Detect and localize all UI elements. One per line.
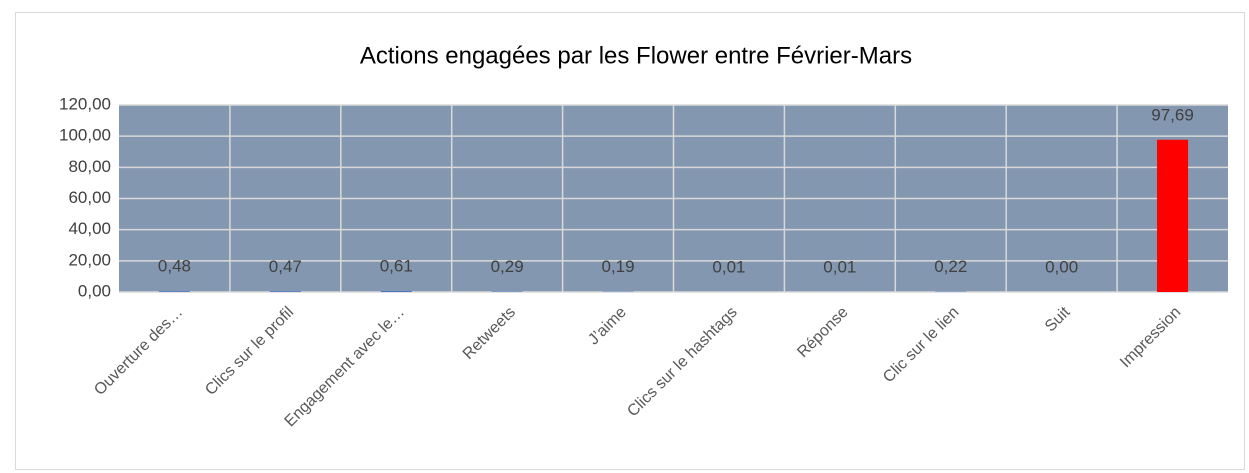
y-tick-label: 0,00 (78, 281, 111, 300)
bar (158, 291, 190, 292)
data-label: 0,22 (934, 257, 967, 276)
data-label: 0,01 (823, 257, 856, 276)
y-tick-label: 60,00 (68, 188, 111, 207)
bar (1157, 139, 1189, 292)
data-label: 0,47 (269, 257, 302, 276)
data-label: 0,48 (158, 257, 191, 276)
data-label: 0,29 (491, 257, 524, 276)
data-label: 0,00 (1045, 257, 1078, 276)
bar (269, 291, 301, 292)
data-label: 0,61 (380, 257, 413, 276)
y-tick-label: 100,00 (59, 126, 111, 145)
data-label: 0,19 (602, 257, 635, 276)
y-tick-label: 80,00 (68, 157, 111, 176)
data-label: 0,01 (712, 257, 745, 276)
data-label: 97,69 (1151, 105, 1194, 124)
chart-title: Actions engagées par les Flower entre Fé… (360, 42, 912, 69)
y-tick-label: 40,00 (68, 219, 111, 238)
bar (380, 291, 412, 292)
y-tick-label: 20,00 (68, 250, 111, 269)
y-tick-label: 120,00 (59, 94, 111, 113)
